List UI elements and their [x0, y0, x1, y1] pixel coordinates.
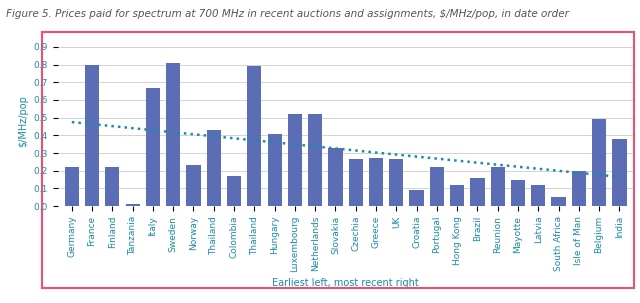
Bar	[105, 167, 120, 206]
Y-axis label: $/MHz/pop: $/MHz/pop	[18, 95, 28, 147]
Bar	[389, 159, 403, 206]
Bar	[65, 167, 79, 206]
Bar	[247, 66, 261, 206]
Bar	[349, 159, 363, 206]
Bar	[410, 190, 424, 206]
Bar	[430, 167, 444, 206]
Bar	[227, 176, 241, 206]
Bar	[572, 171, 586, 206]
Bar	[592, 119, 606, 206]
Bar	[511, 179, 525, 206]
Bar	[166, 63, 180, 206]
Bar	[85, 65, 99, 206]
Bar	[186, 165, 200, 206]
Bar	[552, 197, 566, 206]
Bar	[470, 178, 484, 206]
Bar	[288, 114, 302, 206]
Bar	[491, 167, 505, 206]
Bar	[450, 185, 464, 206]
Bar	[328, 148, 342, 206]
Bar	[369, 158, 383, 206]
Bar	[207, 130, 221, 206]
Bar	[268, 134, 282, 206]
Bar	[146, 88, 160, 206]
Bar	[308, 114, 323, 206]
Bar	[531, 185, 545, 206]
Text: Figure 5. Prices paid for spectrum at 700 MHz in recent auctions and assignments: Figure 5. Prices paid for spectrum at 70…	[6, 9, 569, 19]
Bar	[612, 139, 627, 206]
Bar	[125, 204, 140, 206]
X-axis label: Earliest left, most recent right: Earliest left, most recent right	[272, 278, 419, 288]
